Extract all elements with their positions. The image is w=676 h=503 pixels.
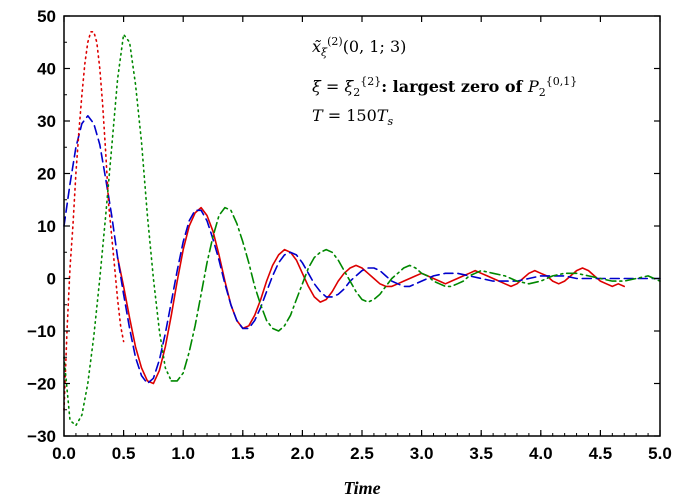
x-tick-label: 0.0 [52, 444, 76, 463]
x-tick-label: 4.5 [589, 444, 613, 463]
annotation-part: 2 [539, 86, 546, 99]
series-line-3 [63, 30, 125, 411]
series-line-2 [63, 115, 661, 385]
annotation-part: T [312, 106, 324, 125]
x-tick-label: 5.0 [648, 444, 672, 463]
annotation-line3: T = 150Ts [312, 106, 393, 128]
x-tick-label: 2.5 [350, 444, 374, 463]
annotation-part: P [527, 77, 539, 96]
y-tick-label: 0 [47, 270, 56, 289]
y-tick-label: 50 [37, 7, 56, 26]
y-tick-label: 40 [37, 60, 56, 79]
y-tick-label: −30 [27, 427, 56, 446]
annotation-part: s [387, 115, 393, 128]
annotation-line1: x̃ξ(2)(0, 1; 3) [312, 35, 406, 59]
annotation-part: (2) [327, 35, 343, 48]
annotation-part: : largest zero of [381, 77, 528, 96]
annotation-part: T [377, 106, 389, 125]
x-tick-label: 3.0 [410, 444, 434, 463]
annotation-part: {2} [360, 75, 381, 88]
series-line-1 [116, 206, 626, 385]
axis-layer: 0.0 0.5 1.0 1.5 2.0 2.5 3.0 3.5 4.0 4.5 5.0 50 40 30 2… [27, 7, 672, 463]
x-tick-label: 1.0 [171, 444, 195, 463]
x-tick-label: 2.0 [291, 444, 315, 463]
x-tick-label: 0.5 [112, 444, 136, 463]
series-line-5 [170, 206, 661, 382]
x-tick-label: 3.5 [469, 444, 493, 463]
annotation-part: = [321, 77, 345, 96]
y-tick-label: −10 [27, 322, 56, 341]
x-tick-label: 1.5 [231, 444, 255, 463]
annotation-line2: ξ = ξ2{2}: largest zero of P2{0,1} [312, 75, 577, 99]
annotation-part: 2 [353, 86, 360, 99]
annotation-part: ξ [312, 77, 322, 96]
annotation-part: {0,1} [546, 75, 578, 88]
annotation-part: = 150 [323, 106, 377, 125]
y-tick-label: 10 [37, 217, 56, 236]
series-line-4 [63, 33, 173, 427]
series-layer [63, 30, 661, 427]
annotation-part: ξ [321, 46, 328, 59]
y-tick-label: 30 [37, 112, 56, 131]
y-tick-label: 20 [37, 165, 56, 184]
x-tick-label: 4.0 [529, 444, 553, 463]
y-tick-label: −20 [27, 375, 56, 394]
x-axis-label: Time [343, 478, 380, 498]
annotation-part: (0, 1; 3) [343, 37, 407, 56]
annotation-part: x̃ [312, 37, 321, 56]
annotation-part: ξ [344, 77, 354, 96]
annotation-layer: x̃ξ(2)(0, 1; 3)ξ = ξ2{2}: largest zero o… [312, 35, 577, 128]
